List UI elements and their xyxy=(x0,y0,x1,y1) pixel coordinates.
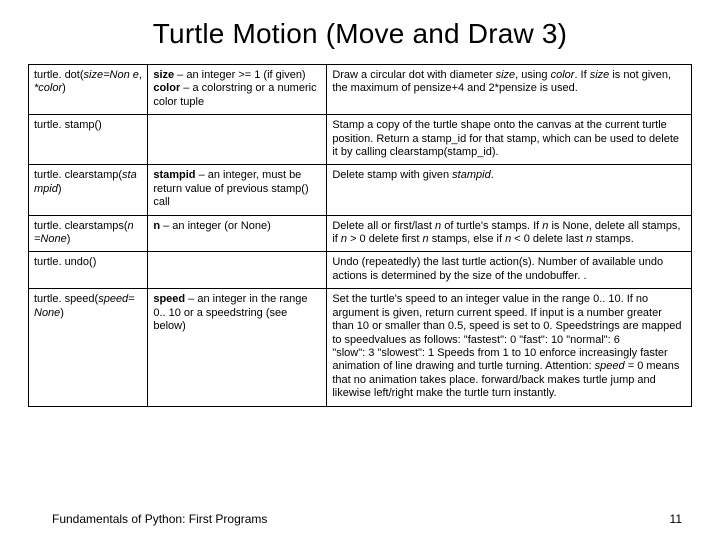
table-row: turtle. dot(size=Non e, *color)size – an… xyxy=(29,65,692,115)
params-cell: stampid – an integer, must be return val… xyxy=(148,165,327,215)
api-table-body: turtle. dot(size=Non e, *color)size – an… xyxy=(29,65,692,407)
params-cell xyxy=(148,252,327,289)
params-cell: n – an integer (or None) xyxy=(148,215,327,252)
description-cell: Undo (repeatedly) the last turtle action… xyxy=(327,252,692,289)
description-cell: Set the turtle's speed to an integer val… xyxy=(327,289,692,406)
table-row: turtle. stamp() Stamp a copy of the turtl… xyxy=(29,115,692,165)
method-cell: turtle. undo() xyxy=(29,252,148,289)
api-table: turtle. dot(size=Non e, *color)size – an… xyxy=(28,64,692,407)
table-row: turtle. clearstamp(sta mpid)stampid – an… xyxy=(29,165,692,215)
method-cell: turtle. dot(size=Non e, *color) xyxy=(29,65,148,115)
description-cell: Draw a circular dot with diameter size, … xyxy=(327,65,692,115)
page-number: 11 xyxy=(670,512,682,526)
description-cell: Delete stamp with given stampid. xyxy=(327,165,692,215)
params-cell: speed – an integer in the range 0.. 10 o… xyxy=(148,289,327,406)
method-cell: turtle. stamp() xyxy=(29,115,148,165)
params-cell: size – an integer >= 1 (if given)color –… xyxy=(148,65,327,115)
footer-left: Fundamentals of Python: First Programs xyxy=(52,512,267,526)
method-cell: turtle. clearstamp(sta mpid) xyxy=(29,165,148,215)
slide-title: Turtle Motion (Move and Draw 3) xyxy=(28,0,692,64)
table-row: turtle. speed(speed= None)speed – an int… xyxy=(29,289,692,406)
method-cell: turtle. speed(speed= None) xyxy=(29,289,148,406)
description-cell: Delete all or first/last n of turtle's s… xyxy=(327,215,692,252)
method-cell: turtle. clearstamps(n =None) xyxy=(29,215,148,252)
table-row: turtle. clearstamps(n =None)n – an integ… xyxy=(29,215,692,252)
table-row: turtle. undo() Undo (repeatedly) the last… xyxy=(29,252,692,289)
description-cell: Stamp a copy of the turtle shape onto th… xyxy=(327,115,692,165)
slide: Turtle Motion (Move and Draw 3) turtle. … xyxy=(0,0,720,540)
params-cell xyxy=(148,115,327,165)
